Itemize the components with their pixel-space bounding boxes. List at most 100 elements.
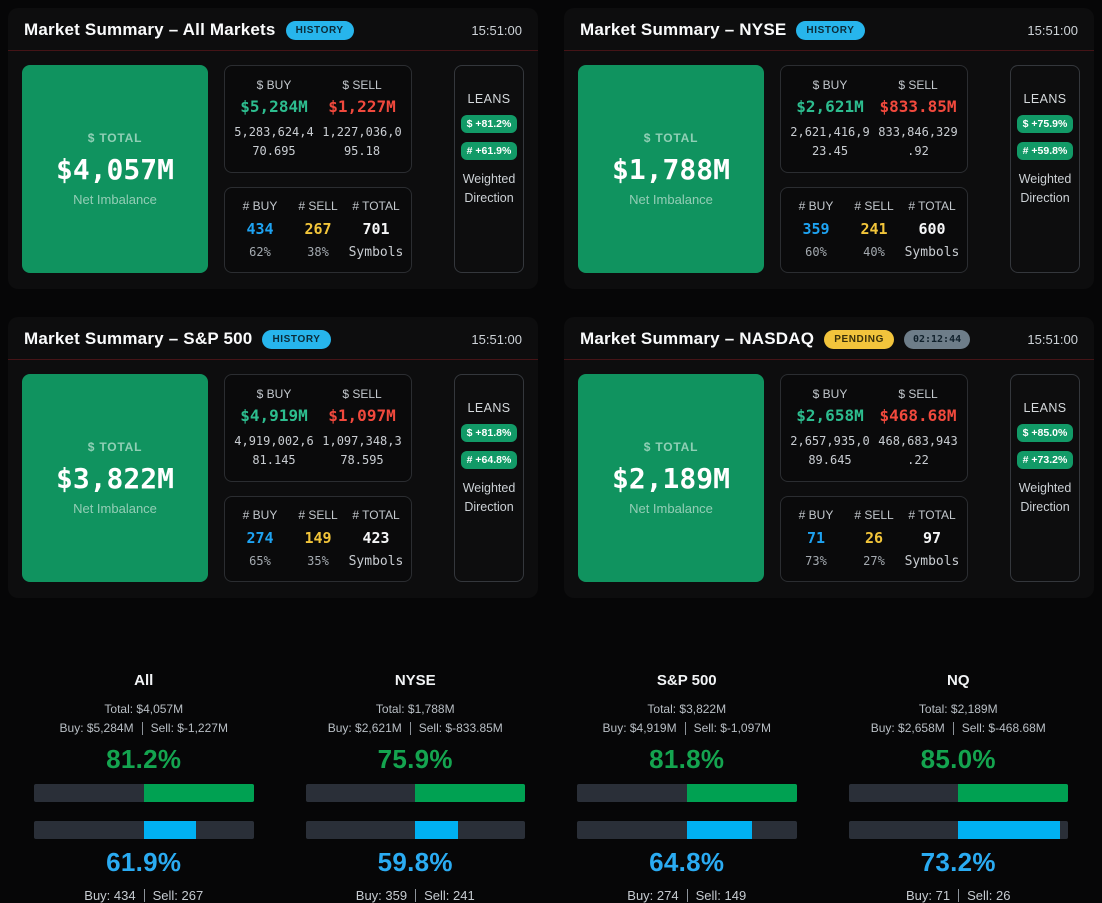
count-buy-value: 71 <box>806 529 826 548</box>
flow-stats-column: $ BUY $5,284M 5,283,624,470.695 $ SELL $… <box>224 65 412 274</box>
dollar-buy-label: $ BUY <box>256 387 292 402</box>
vertical-divider <box>141 721 143 735</box>
gauge-total: Total: $3,822M <box>647 702 727 717</box>
flow-stats-column: $ BUY $4,919M 4,919,002,681.145 $ SELL $… <box>224 374 412 583</box>
count-total-sublabel: Symbols <box>904 554 960 570</box>
panel-clock: 15:51:00 <box>471 331 522 347</box>
dollar-sell-label: $ SELL <box>898 387 938 402</box>
count-buy-pct: 73% <box>805 554 827 569</box>
gauge-flow-sell: Sell: $-1,227M <box>150 721 228 736</box>
gauge-counts-buy: Buy: 71 <box>906 888 951 903</box>
count-buy-pct: 60% <box>805 245 827 260</box>
count-total-value: 600 <box>918 220 946 239</box>
gauge-counts-line: Buy: 434 Sell: 267 <box>34 888 254 903</box>
leans-box: LEANS $ +85.0% # +73.2% Weighted Directi… <box>1010 374 1080 583</box>
leans-note: Weighted Direction <box>1018 481 1072 514</box>
panel-header: Market Summary – NYSE HISTORY 15:51:00 <box>564 8 1094 51</box>
dollar-sell-precise: 468,683,943.22 <box>878 434 958 467</box>
vertical-divider <box>684 721 686 735</box>
market-summary-panel-nyse: Market Summary – NYSE HISTORY 15:51:00 $… <box>564 8 1094 290</box>
gauge-flow-line: Buy: $4,919M Sell: $-1,097M <box>577 721 797 735</box>
total-sublabel: Net Imbalance <box>73 501 157 517</box>
dollar-lean-percent: 75.9% <box>377 744 453 775</box>
count-sell-label: # SELL <box>298 508 338 523</box>
market-summary-grid: Market Summary – All Markets HISTORY 15:… <box>8 8 1094 599</box>
count-total-label: # TOTAL <box>908 199 956 214</box>
leans-title: LEANS <box>1023 401 1067 416</box>
dollar-buy-column: $ BUY $4,919M 4,919,002,681.145 <box>232 387 316 469</box>
gauge-total: Total: $2,189M <box>918 702 998 717</box>
gauge-counts-line: Buy: 71 Sell: 26 <box>849 888 1069 903</box>
count-total-column: # TOTAL 600 Symbols <box>903 199 961 260</box>
dollar-sell-value: $1,097M <box>328 406 396 426</box>
count-buy-value: 434 <box>246 220 274 239</box>
history-status-badge: HISTORY <box>285 20 354 40</box>
dollar-buy-column: $ BUY $2,658M 2,657,935,089.645 <box>788 387 872 469</box>
dollar-buy-column: $ BUY $5,284M 5,283,624,470.695 <box>232 78 316 160</box>
dollar-lean-badge: $ +85.0% <box>1016 424 1074 443</box>
dollar-flow-box: $ BUY $2,621M 2,621,416,923.45 $ SELL $8… <box>780 65 968 174</box>
gauge-counts-sell: Sell: 267 <box>152 888 204 903</box>
count-lean-bar <box>305 821 525 840</box>
count-sell-column: # SELL 26 27% <box>845 508 903 569</box>
count-sell-label: # SELL <box>298 199 338 214</box>
symbol-count-box: # BUY 274 65% # SELL 149 35% # TOTAL 423… <box>224 496 412 583</box>
net-imbalance-card: $ TOTAL $4,057M Net Imbalance <box>22 65 208 274</box>
dollar-buy-value: $2,621M <box>796 97 864 116</box>
vertical-divider <box>415 889 417 903</box>
dollar-buy-precise: 5,283,624,470.695 <box>234 125 314 158</box>
dollar-sell-label: $ SELL <box>342 387 382 402</box>
history-status-badge: HISTORY <box>796 20 865 40</box>
count-sell-column: # SELL 267 38% <box>289 199 347 260</box>
total-sublabel: Net Imbalance <box>629 501 713 517</box>
gauge-flow-line: Buy: $2,658M Sell: $-468.68M <box>849 721 1069 735</box>
dollar-lean-badge: $ +75.9% <box>1016 115 1074 133</box>
total-label: $ TOTAL <box>87 440 143 455</box>
leans-box: LEANS $ +75.9% # +59.8% Weighted Directi… <box>1010 65 1080 274</box>
panel-clock: 15:51:00 <box>1027 331 1078 347</box>
count-buy-pct: 62% <box>249 245 271 260</box>
dollar-sell-precise: 1,227,036,095.18 <box>322 125 402 158</box>
gauge-flow-line: Buy: $2,621M Sell: $-833.85M <box>306 721 526 735</box>
gauge-flow-sell: Sell: $-833.85M <box>418 721 503 736</box>
market-summary-panel-sp500: Market Summary – S&P 500 HISTORY 15:51:0… <box>8 317 538 599</box>
dollar-flow-box: $ BUY $5,284M 5,283,624,470.695 $ SELL $… <box>224 65 412 174</box>
count-lean-percent: 73.2% <box>920 847 996 878</box>
gauge-counts-sell: Sell: 26 <box>967 888 1011 903</box>
total-sublabel: Net Imbalance <box>629 192 713 208</box>
flow-stats-column: $ BUY $2,621M 2,621,416,923.45 $ SELL $8… <box>780 65 968 274</box>
dollar-lean-bar <box>848 784 1068 803</box>
count-sell-pct: 27% <box>863 554 885 569</box>
gauge-counts-sell: Sell: 149 <box>695 888 747 903</box>
panel-body: $ TOTAL $4,057M Net Imbalance $ BUY $5,2… <box>8 51 538 289</box>
count-sell-pct: 38% <box>307 245 329 260</box>
count-buy-label: # BUY <box>798 199 834 214</box>
dollar-buy-label: $ BUY <box>812 387 848 402</box>
market-summary-panel-nasdaq: Market Summary – NASDAQ PENDING 02:12:44… <box>564 317 1094 599</box>
count-sell-pct: 40% <box>863 245 885 260</box>
count-lean-bar <box>577 821 797 840</box>
dollar-buy-precise: 2,657,935,089.645 <box>790 434 870 467</box>
count-buy-pct: 65% <box>249 554 271 569</box>
gauge-flow-sell: Sell: $-1,097M <box>693 721 771 736</box>
total-label: $ TOTAL <box>643 440 699 455</box>
count-sell-label: # SELL <box>854 199 894 214</box>
gauge-counts-sell: Sell: 241 <box>424 888 475 903</box>
count-total-label: # TOTAL <box>352 199 400 214</box>
gauge-market-name: NQ <box>947 672 970 690</box>
gauge-column-nq: NQ Total: $2,189M Buy: $2,658M Sell: $-4… <box>823 672 1095 903</box>
count-sell-label: # SELL <box>854 508 894 523</box>
total-value: $3,822M <box>55 462 174 496</box>
count-lean-percent: 61.9% <box>106 847 182 878</box>
dollar-lean-bar <box>305 784 525 803</box>
count-total-label: # TOTAL <box>352 508 400 523</box>
dollar-buy-value: $2,658M <box>796 406 864 426</box>
gauge-total: Total: $1,788M <box>375 702 455 717</box>
count-sell-value: 267 <box>304 220 332 239</box>
count-sell-value: 149 <box>304 529 332 548</box>
count-buy-label: # BUY <box>242 508 278 523</box>
panel-clock: 15:51:00 <box>471 22 522 38</box>
count-total-sublabel: Symbols <box>348 245 404 261</box>
dollar-sell-label: $ SELL <box>342 78 382 92</box>
dollar-lean-bar <box>577 784 797 803</box>
